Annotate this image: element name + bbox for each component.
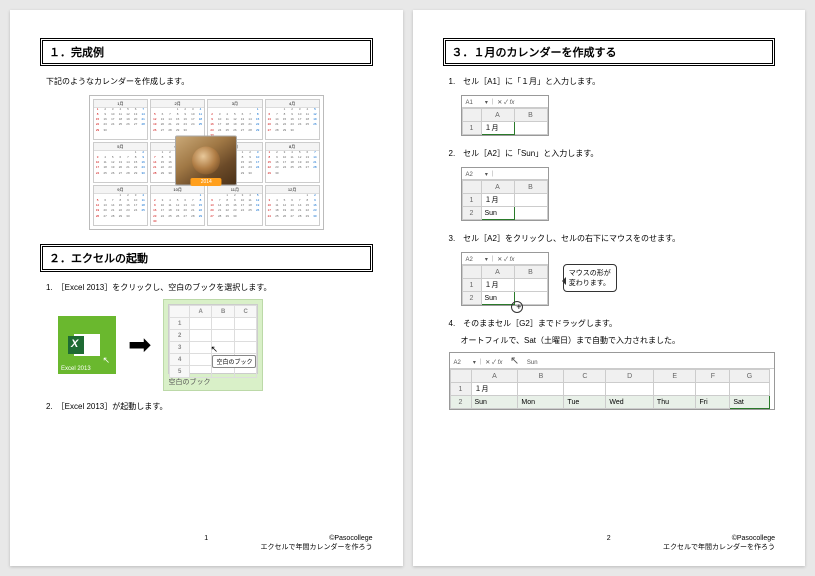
mini-month: 10月1234567891011121314151617181920212223… — [150, 185, 205, 226]
excel-tile: Excel 2013 ↖ — [58, 316, 116, 374]
excel-tile-label: Excel 2013 — [61, 366, 91, 372]
row-2: 2 — [462, 207, 481, 220]
row-1: 1 — [450, 383, 471, 396]
col-header: A — [189, 306, 212, 318]
day-cell: Tue — [564, 396, 606, 409]
mini-month: 12月1234567891011121314151617181920212223… — [265, 185, 320, 226]
footer: 2 ©Pasocollege エクセルで年間カレンダーを作ろう — [443, 535, 776, 552]
row-2: 2 — [462, 292, 481, 305]
doc-title: エクセルで年間カレンダーを作ろう — [663, 544, 775, 551]
cell-shot-3: A2 ▾ ｜ ✕ ✓ fx AB 1１月 2Sun — [461, 252, 549, 306]
doc-title: エクセルで年間カレンダーを作ろう — [261, 544, 373, 551]
day-cell: Fri — [696, 396, 730, 409]
row-header: 1 — [170, 318, 189, 330]
cell-shot-1: A1 ▾ ｜ ✕ ✓ fx AB 1１月 — [461, 95, 549, 136]
col-a: A — [481, 109, 514, 122]
row-header: 5 — [170, 366, 189, 378]
footer: 1 ©Pasocollege エクセルで年間カレンダーを作ろう — [40, 535, 373, 552]
row-1: 1 — [462, 194, 481, 207]
copyright: ©Pasocollege — [329, 535, 372, 542]
speech-line1: マウスの形が — [569, 270, 611, 277]
row-header: 3 — [170, 342, 189, 354]
col-b: B — [514, 181, 547, 194]
col-header: F — [696, 370, 730, 383]
row-1: 1 — [462, 279, 481, 292]
step-2: 2. ［Excel 2013］が起動します。 — [46, 401, 373, 412]
cursor-icon: ↖ — [210, 344, 218, 355]
p2-step-3: 3. セル［A2］をクリックし、セルの右下にマウスをのせます。 — [449, 233, 776, 244]
cell-a1: １月 — [481, 194, 514, 207]
section-1-intro: 下記のようなカレンダーを作成します。 — [46, 76, 373, 87]
copyright: ©Pasocollege — [732, 535, 775, 542]
day-cell: Sun — [471, 396, 518, 409]
excel-icon — [74, 334, 100, 356]
col-header: B — [212, 306, 235, 318]
cell-a1: １月 — [471, 383, 518, 396]
row-2: 2 — [450, 396, 471, 409]
year-banner: 2014 — [191, 178, 222, 186]
namebox: A2 — [466, 257, 473, 263]
blank-book-callout: 空白のブック — [212, 355, 256, 368]
day-cell: Sat — [730, 396, 769, 409]
p2-step-1: 1. セル［A1］に「１月」と入力します。 — [449, 76, 776, 87]
page-1: １．完成例 下記のようなカレンダーを作成します。 1月1234567891011… — [10, 10, 403, 566]
page-number: 2 — [607, 535, 611, 542]
col-header: G — [730, 370, 769, 383]
p2-step-4b: オートフィルで、Sat（土曜日）まで自動で入力されました。 — [461, 335, 776, 346]
col-header: C — [564, 370, 606, 383]
col-b: B — [514, 266, 547, 279]
mini-month: 1月12345678910111213141516171819202122232… — [93, 99, 148, 140]
namebox: A2 — [454, 360, 461, 366]
row-1: 1 — [462, 122, 481, 135]
col-a: A — [481, 266, 514, 279]
section-1-header: １．完成例 — [40, 38, 373, 66]
arrow-icon: ➡ — [128, 331, 151, 359]
speech-bubble: マウスの形が 変わります。 — [563, 264, 617, 292]
step-1: 1. ［Excel 2013］をクリックし、空白のブックを選択します。 — [46, 282, 373, 293]
page-2: ３．１月のカレンダーを作成する 1. セル［A1］に「１月」と入力します。 A1… — [413, 10, 806, 566]
mini-month: 5月12345678910111213141516171819202122232… — [93, 142, 148, 183]
row-header: 2 — [170, 330, 189, 342]
cell-a2: Sun — [481, 207, 514, 220]
launch-illustration: Excel 2013 ↖ ➡ ABC 1 2 3 4 5 空白のブック ↖ 空白… — [58, 299, 373, 391]
mini-month: 4月12345678910111213141516171819202122232… — [265, 99, 320, 140]
cursor-icon: ↖ — [510, 355, 519, 367]
day-cell: Wed — [606, 396, 654, 409]
namebox: A2 — [466, 172, 473, 178]
blank-book-label: 空白のブック — [168, 377, 258, 387]
col-header: C — [234, 306, 257, 318]
calendar-preview: 1月12345678910111213141516171819202122232… — [89, 95, 324, 230]
blank-workbook: ABC 1 2 3 4 5 空白のブック ↖ 空白のブック — [163, 299, 263, 391]
col-header: A — [471, 370, 518, 383]
namebox: A1 — [466, 100, 473, 106]
col-header: E — [653, 370, 696, 383]
row-header: 4 — [170, 354, 189, 366]
col-header: D — [606, 370, 654, 383]
cell-a1: １月 — [481, 122, 514, 135]
p2-step-4: 4. そのままセル［G2］までドラッグします。 — [449, 318, 776, 329]
day-cell: Mon — [518, 396, 564, 409]
mini-month: 11月1234567891011121314151617181920212223… — [207, 185, 262, 226]
fx-icon: fx — [510, 257, 515, 263]
p2-step-2: 2. セル［A2］に「Sun」と入力します。 — [449, 148, 776, 159]
col-header: B — [518, 370, 564, 383]
mini-month: 2月12345678910111213141516171819202122232… — [150, 99, 205, 140]
cell-a2: Sun — [481, 292, 514, 305]
col-a: A — [481, 181, 514, 194]
cursor-icon: ↖ — [102, 355, 110, 366]
day-cell: Thu — [653, 396, 696, 409]
cell-a1: １月 — [481, 279, 514, 292]
section-3-header: ３．１月のカレンダーを作成する — [443, 38, 776, 66]
cell-shot-2: A2 ▾ ｜ AB 1１月 2Sun — [461, 167, 549, 221]
mini-month: 9月12345678910111213141516171819202122232… — [93, 185, 148, 226]
wide-cell-shot: A2 ▾ ｜ ✕ ✓ fx ↖ Sun A B C D E F G 1 １月 — [449, 352, 776, 410]
fx-icon: fx — [498, 360, 503, 366]
fx-value: Sun — [527, 360, 538, 366]
col-b: B — [514, 109, 547, 122]
mini-month: 8月12345678910111213141516171819202122232… — [265, 142, 320, 183]
mini-month: 3月12345678910111213141516171819202122232… — [207, 99, 262, 140]
speech-line2: 変わります。 — [569, 280, 610, 287]
page-number: 1 — [204, 535, 208, 542]
section-2-header: ２．エクセルの起動 — [40, 244, 373, 272]
